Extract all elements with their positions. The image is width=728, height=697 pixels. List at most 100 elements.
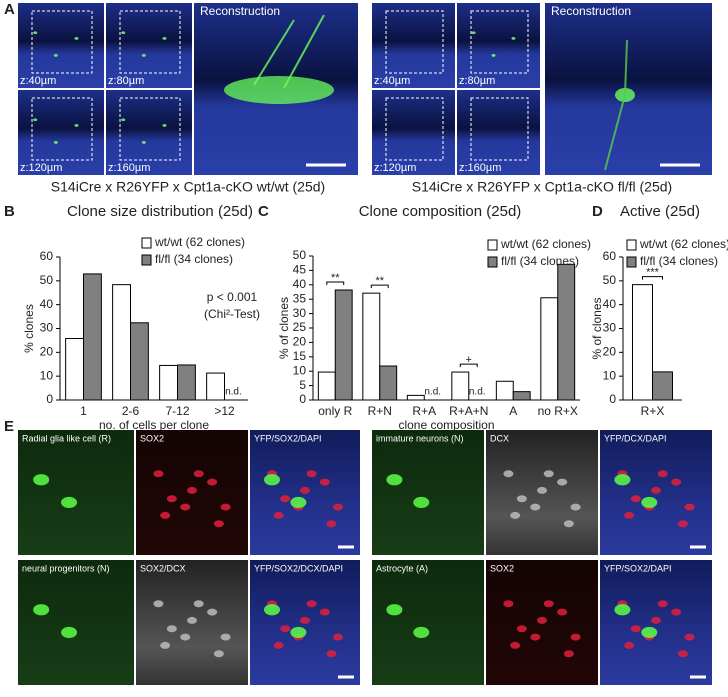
cell (153, 600, 164, 608)
x-tick-label: >12 (214, 404, 235, 418)
cell (657, 470, 668, 478)
z-label: z:80µm (459, 75, 495, 87)
significance-bracket (370, 284, 389, 289)
y-tick-label: 40 (40, 297, 54, 311)
cell (319, 608, 330, 616)
y-tick-label: 60 (603, 249, 617, 263)
cell (570, 503, 581, 511)
cell (333, 633, 343, 641)
cell (213, 520, 224, 528)
cell (33, 31, 38, 35)
roi-box (470, 97, 529, 161)
cell (33, 118, 38, 122)
cell (671, 608, 682, 616)
significance-bracket (459, 363, 478, 368)
bar (112, 284, 131, 401)
legend-swatch (141, 237, 152, 249)
cell (162, 124, 167, 127)
cell (684, 633, 695, 641)
y-tick-label: 25 (293, 320, 307, 334)
x-tick-label: R+A (412, 404, 436, 418)
image-label: DCX (490, 433, 509, 443)
y-tick-label: 0 (609, 392, 616, 406)
cell (300, 486, 310, 494)
bar (379, 365, 398, 401)
cell (207, 608, 218, 616)
legend-label: wt/wt (62 clones) (154, 235, 245, 249)
cell (61, 626, 78, 639)
x-axis-label: clone composition (398, 418, 494, 432)
cell (141, 54, 146, 57)
x-tick-label: 1 (80, 404, 87, 418)
cell (471, 31, 476, 35)
annotation: + (466, 354, 472, 366)
z-label: z:80µm (108, 75, 144, 87)
annotation: n.d. (424, 387, 441, 398)
cell (74, 124, 79, 127)
cell (290, 496, 307, 509)
cell (153, 470, 164, 478)
cell (326, 650, 337, 658)
y-tick-label: 30 (603, 321, 617, 335)
x-tick-label: R+A+N (449, 404, 488, 418)
cell (510, 641, 521, 649)
cell (193, 470, 204, 478)
cell (220, 503, 231, 511)
cell (326, 520, 337, 528)
panel-label: A (4, 1, 15, 18)
cell (160, 641, 171, 649)
z-label: z:120µm (20, 162, 62, 174)
cell (33, 604, 50, 616)
cell (121, 31, 126, 35)
image (18, 430, 134, 555)
cell (187, 616, 197, 624)
cell (677, 520, 688, 528)
significance-bracket (326, 281, 345, 285)
bar (451, 371, 470, 401)
cell (651, 616, 661, 624)
panel-label: B (4, 203, 15, 220)
cell (273, 641, 284, 649)
cell (657, 600, 668, 608)
caption: S14iCre x R26YFP x Cpt1a-cKO fl/fl (25d) (412, 179, 672, 195)
cell (530, 503, 541, 511)
y-tick-label: 50 (603, 273, 617, 287)
cell (543, 600, 554, 608)
cell (651, 486, 661, 494)
image-label: SOX2/DCX (140, 563, 186, 573)
cell (74, 37, 79, 40)
note: p < 0.001 (207, 290, 258, 304)
bar (540, 297, 559, 401)
image (372, 430, 484, 555)
cell (557, 478, 568, 486)
bar (406, 394, 425, 401)
cell (624, 641, 635, 649)
cell (213, 650, 224, 658)
bar (130, 322, 149, 401)
cell (33, 474, 50, 486)
cell (264, 604, 280, 616)
y-tick-label: 15 (293, 349, 307, 363)
significance-bracket (642, 276, 663, 280)
cell (306, 470, 317, 478)
cell (300, 616, 310, 624)
y-tick-label: 10 (603, 368, 617, 382)
panel-label: C (258, 203, 269, 220)
cell (280, 625, 291, 633)
cell (386, 604, 403, 616)
image-label: YFP/SOX2/DAPI (254, 433, 322, 443)
image-label: Radial glia like cell (R) (22, 433, 111, 443)
cell (187, 486, 197, 494)
chart-title: Active (25d) (620, 203, 700, 220)
cell (641, 496, 658, 509)
cell (193, 600, 204, 608)
legend-label: fl/fl (34 clones) (501, 254, 579, 268)
image-label: SOX2 (490, 563, 514, 573)
z-label: z:160µm (459, 162, 501, 174)
cell (166, 495, 177, 503)
chart-title: Clone size distribution (25d) (67, 203, 253, 220)
y-tick-label: 10 (40, 368, 54, 382)
image-title: Reconstruction (551, 4, 631, 18)
cell (684, 503, 695, 511)
y-tick-label: 40 (603, 297, 617, 311)
